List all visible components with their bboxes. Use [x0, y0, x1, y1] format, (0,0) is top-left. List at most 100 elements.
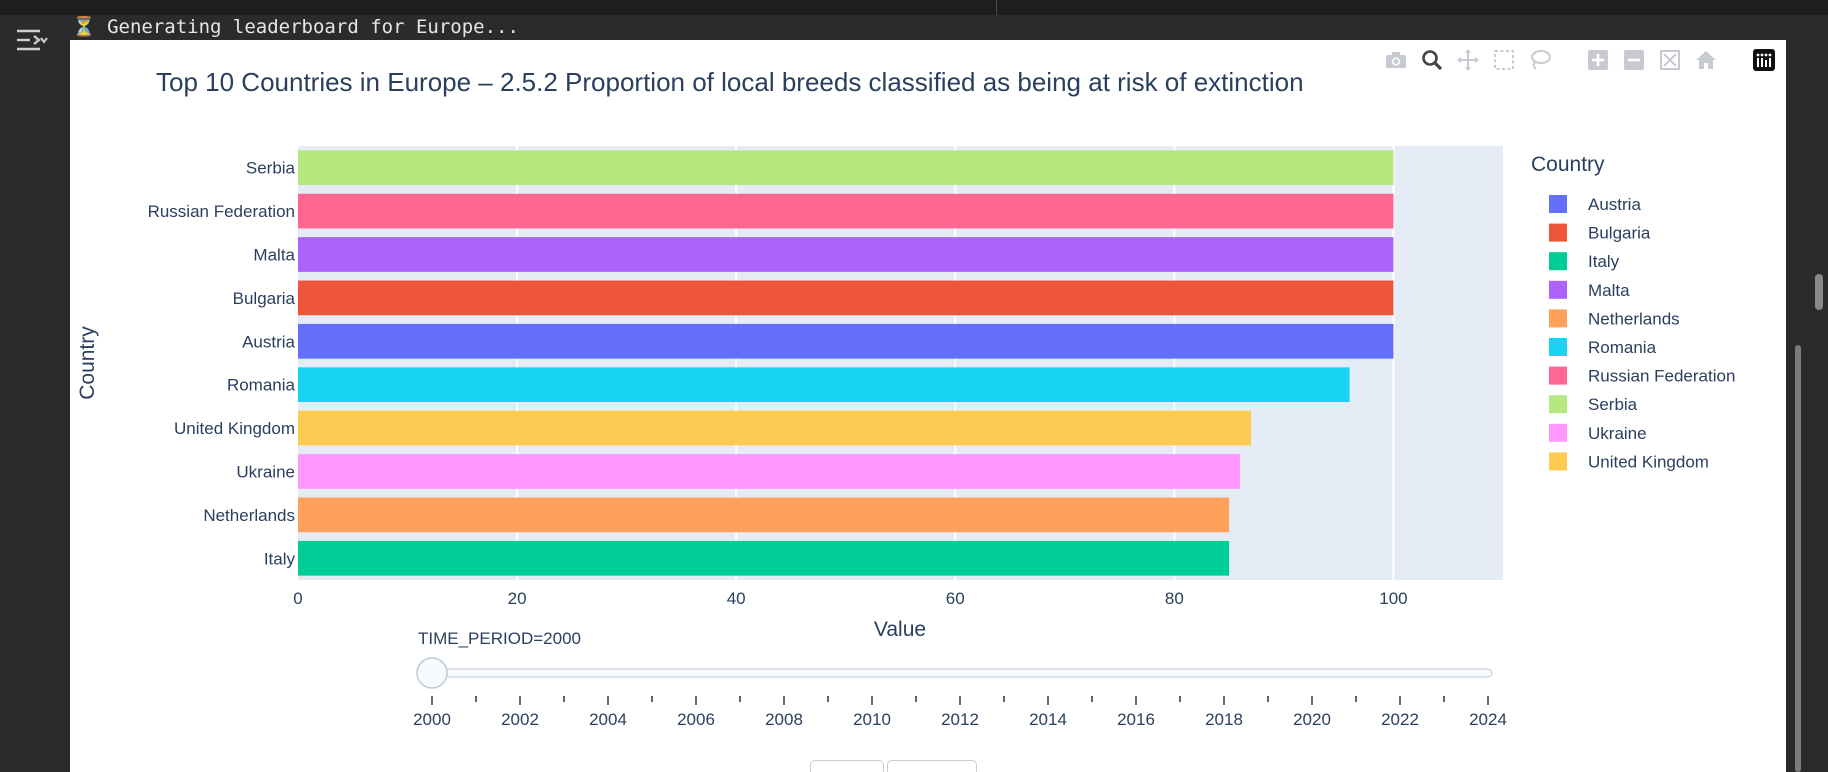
x-tick-label: 100: [1379, 589, 1407, 608]
legend-label: Netherlands: [1588, 309, 1680, 328]
slider-tick-label[interactable]: 2004: [589, 710, 627, 729]
slider-tick-label[interactable]: 2018: [1205, 710, 1243, 729]
play-button[interactable]: [810, 760, 884, 772]
legend-item[interactable]: United Kingdom: [1549, 452, 1709, 471]
plotly-figure: Top 10 Countries in Europe – 2.5.2 Propo…: [70, 40, 1786, 772]
slider-rail[interactable]: [417, 668, 1493, 678]
y-tick-label: Malta: [253, 246, 295, 265]
bars: [298, 150, 1394, 576]
legend-swatch: [1549, 366, 1567, 385]
legend-label: Romania: [1588, 338, 1657, 357]
bar-romania[interactable]: [298, 367, 1350, 403]
slider-tick-label[interactable]: 2022: [1381, 710, 1419, 729]
zoom-icon[interactable]: [1418, 46, 1446, 74]
bar-italy[interactable]: [298, 540, 1230, 576]
bar-serbia[interactable]: [298, 150, 1394, 186]
y-tick-label: Ukraine: [236, 463, 295, 482]
camera-icon[interactable]: [1382, 46, 1410, 74]
legend-item[interactable]: Serbia: [1549, 395, 1638, 414]
modebar: [1382, 46, 1778, 74]
bar-bulgaria[interactable]: [298, 280, 1394, 316]
legend-label: Italy: [1588, 252, 1620, 271]
zoom-out-icon[interactable]: [1620, 46, 1648, 74]
slider-tick-label[interactable]: 2012: [941, 710, 979, 729]
output-scrollbar-thumb[interactable]: [1795, 345, 1801, 772]
pane-divider: [996, 0, 997, 15]
bar-russian-federation[interactable]: [298, 193, 1394, 229]
slider-tick-label[interactable]: 2008: [765, 710, 803, 729]
legend-label: Austria: [1588, 195, 1641, 214]
slider-current-label: TIME_PERIOD=2000: [418, 629, 581, 648]
legend-item[interactable]: Italy: [1549, 252, 1620, 271]
y-tick-label: Romania: [227, 376, 296, 395]
legend-swatch: [1549, 452, 1567, 471]
legend-swatch: [1549, 423, 1567, 442]
legend-item[interactable]: Netherlands: [1549, 309, 1680, 328]
y-tick-label: Austria: [242, 332, 295, 351]
box-select-icon[interactable]: [1490, 46, 1518, 74]
legend-swatch: [1549, 309, 1567, 328]
x-tick-label: 40: [727, 589, 746, 608]
x-tick-label: 0: [293, 589, 302, 608]
bar-austria[interactable]: [298, 323, 1394, 359]
chart-title: Top 10 Countries in Europe – 2.5.2 Propo…: [156, 67, 1304, 97]
legend-item[interactable]: Austria: [1549, 195, 1641, 214]
slider-tick-label[interactable]: 2020: [1293, 710, 1331, 729]
legend: Austria Bulgaria Italy Malta Netherlands Roma…: [1549, 195, 1735, 471]
bar-malta[interactable]: [298, 237, 1394, 272]
slider-handle[interactable]: [416, 657, 448, 689]
legend-item[interactable]: Romania: [1549, 338, 1657, 357]
legend-swatch: [1549, 395, 1567, 414]
legend-label: Malta: [1588, 281, 1630, 300]
legend-label: Bulgaria: [1588, 224, 1651, 243]
slider-tick-label[interactable]: 2000: [413, 710, 451, 729]
legend-label: United Kingdom: [1588, 452, 1709, 471]
y-axis-title: Country: [76, 326, 99, 400]
x-axis-title: Value: [874, 618, 926, 641]
right-scroll-track: [1788, 15, 1828, 772]
slider-tick-label[interactable]: 2002: [501, 710, 539, 729]
pause-button[interactable]: [887, 760, 977, 772]
y-tick-label: Italy: [264, 549, 296, 568]
x-tick-label: 20: [508, 589, 527, 608]
legend-swatch: [1549, 195, 1567, 213]
slider-tick-label[interactable]: 2016: [1117, 710, 1155, 729]
x-tick-label: 80: [1165, 589, 1184, 608]
slider-tick-label[interactable]: 2014: [1029, 710, 1067, 729]
y-tick-label: United Kingdom: [174, 419, 295, 438]
reset-home-icon[interactable]: [1692, 46, 1720, 74]
legend-swatch: [1549, 338, 1567, 356]
y-tick-label: Russian Federation: [148, 202, 295, 221]
y-tick-label: Bulgaria: [233, 289, 296, 308]
plotly-logo-icon[interactable]: [1750, 46, 1778, 74]
legend-swatch: [1549, 252, 1567, 271]
legend-item[interactable]: Ukraine: [1549, 423, 1647, 443]
lasso-icon[interactable]: [1526, 46, 1554, 74]
legend-label: Ukraine: [1588, 424, 1647, 443]
legend-swatch: [1549, 280, 1567, 299]
slider-tick-label[interactable]: 2024: [1469, 710, 1507, 729]
slider-tick-label[interactable]: 2006: [677, 710, 715, 729]
zoom-in-icon[interactable]: [1584, 46, 1612, 74]
bar-ukraine[interactable]: [298, 454, 1241, 489]
legend-swatch: [1549, 223, 1567, 242]
bar-united-kingdom[interactable]: [298, 410, 1252, 446]
legend-item[interactable]: Malta: [1549, 280, 1630, 300]
bar-netherlands[interactable]: [298, 497, 1230, 533]
x-tick-labels: 0 20 40 60 80 100: [293, 589, 1407, 608]
legend-title: Country: [1531, 153, 1605, 176]
outer-scrollbar-thumb[interactable]: [1815, 274, 1823, 310]
status-message: ⏳ Generating leaderboard for Europe...: [72, 16, 519, 38]
pan-icon[interactable]: [1454, 46, 1482, 74]
legend-item[interactable]: Bulgaria: [1549, 223, 1651, 243]
y-tick-label: Serbia: [246, 159, 296, 178]
legend-item[interactable]: Russian Federation: [1549, 366, 1735, 386]
autoscale-icon[interactable]: [1656, 46, 1684, 74]
y-tick-label: Netherlands: [203, 506, 295, 525]
slider-tick-label[interactable]: 2010: [853, 710, 891, 729]
x-tick-label: 60: [946, 589, 965, 608]
bar-chart: Top 10 Countries in Europe – 2.5.2 Propo…: [76, 67, 1735, 729]
output-toggle-icon[interactable]: [14, 26, 48, 56]
y-tick-labels: Serbia Russian Federation Malta Bulgaria Aus…: [148, 159, 296, 569]
cell-gutter: [0, 15, 70, 772]
